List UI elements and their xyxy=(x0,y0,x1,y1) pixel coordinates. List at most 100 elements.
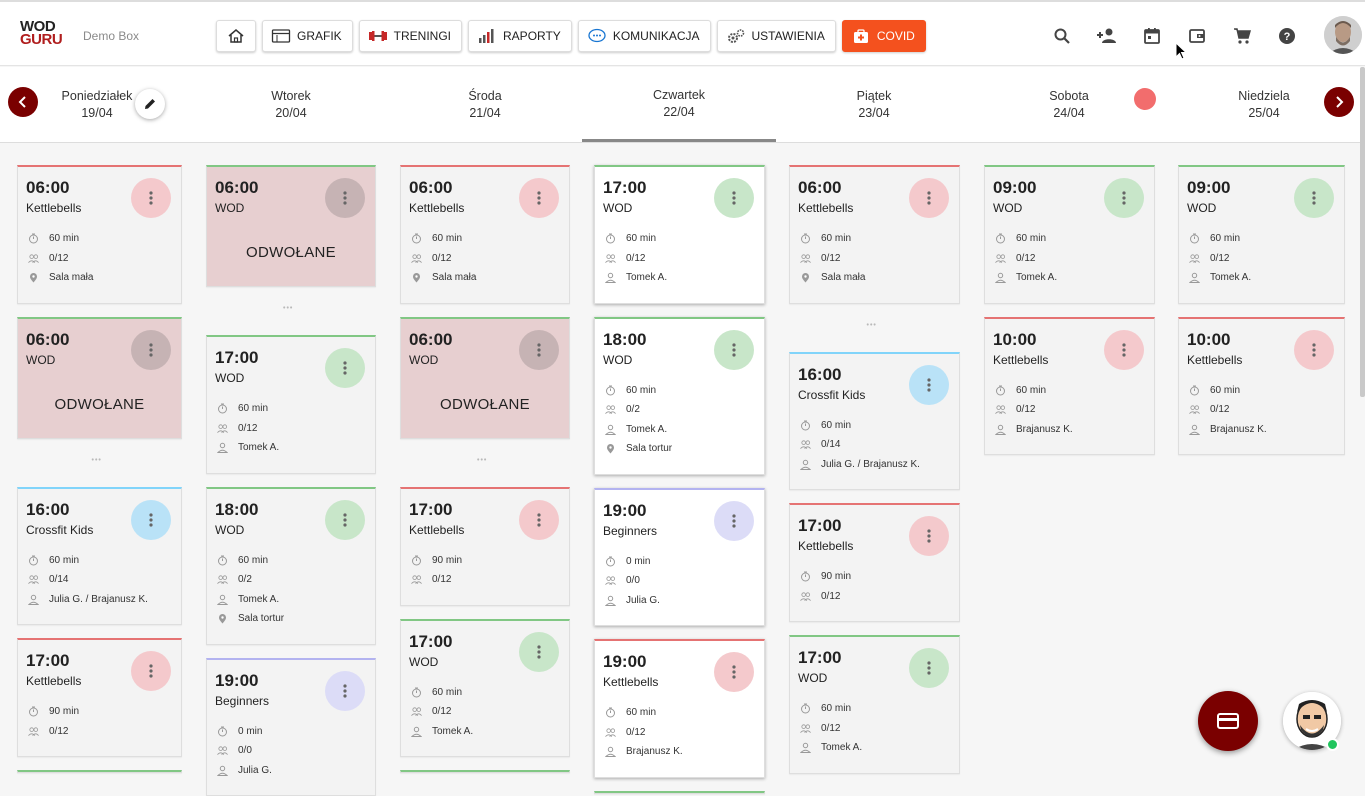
home-button[interactable] xyxy=(216,20,256,52)
class-detail-pin: Sala mała xyxy=(411,272,476,283)
people-icon xyxy=(605,575,616,586)
class-menu-button[interactable] xyxy=(909,648,949,688)
class-detail-clock: 0 min xyxy=(605,556,650,567)
covid-button[interactable]: COVID xyxy=(842,20,926,52)
nav-ustawienia-button[interactable]: USTAWIENIA xyxy=(717,20,836,52)
class-detail-person: Tomek A. xyxy=(605,424,667,435)
class-menu-button[interactable] xyxy=(131,651,171,691)
class-menu-button[interactable] xyxy=(1104,178,1144,218)
day-header-tuesday[interactable]: Wtorek 20/04 xyxy=(231,88,351,122)
more-classes-ellipsis[interactable]: ••• xyxy=(867,322,877,329)
class-card[interactable] xyxy=(400,770,570,773)
wallet-icon[interactable] xyxy=(1185,24,1209,48)
class-menu-button[interactable] xyxy=(909,178,949,218)
clock-icon xyxy=(28,233,39,244)
day-header-thursday[interactable]: Czwartek 22/04 xyxy=(619,87,739,121)
cart-icon[interactable] xyxy=(1230,24,1254,48)
class-name: Kettlebells xyxy=(26,201,81,215)
location-pin-icon xyxy=(411,272,422,283)
day-header-wednesday[interactable]: Środa 21/04 xyxy=(425,88,545,122)
class-detail-clock: 0 min xyxy=(217,726,262,737)
class-menu-button[interactable] xyxy=(909,365,949,405)
class-menu-button[interactable] xyxy=(714,330,754,370)
class-detail-text: 0/2 xyxy=(626,404,640,415)
class-menu-button[interactable] xyxy=(325,671,365,711)
more-classes-ellipsis[interactable]: ••• xyxy=(283,305,293,312)
class-menu-button[interactable] xyxy=(131,500,171,540)
class-menu-button[interactable] xyxy=(519,500,559,540)
payment-fab-button[interactable] xyxy=(1198,691,1258,751)
calendar-icon[interactable] xyxy=(1140,24,1164,48)
help-icon[interactable]: ? xyxy=(1275,24,1299,48)
dumbbell-icon xyxy=(368,28,388,44)
class-time: 17:00 xyxy=(409,632,452,652)
edit-button[interactable] xyxy=(135,89,165,119)
class-menu-button[interactable] xyxy=(325,348,365,388)
class-detail-pin: Sala tortur xyxy=(605,443,672,454)
class-menu-button[interactable] xyxy=(714,178,754,218)
class-menu-button[interactable] xyxy=(519,178,559,218)
next-week-button[interactable] xyxy=(1324,87,1354,117)
add-user-icon[interactable] xyxy=(1095,24,1119,48)
scrollbar[interactable] xyxy=(1360,67,1365,397)
user-avatar[interactable] xyxy=(1324,16,1362,54)
class-menu-button[interactable] xyxy=(1294,178,1334,218)
class-menu-button[interactable] xyxy=(325,178,365,218)
class-menu-button[interactable] xyxy=(519,632,559,672)
people-icon xyxy=(411,706,422,717)
more-classes-ellipsis[interactable]: ••• xyxy=(92,457,102,464)
class-card[interactable] xyxy=(17,770,182,773)
class-menu-button[interactable] xyxy=(325,500,365,540)
status-dot xyxy=(1134,88,1156,110)
class-menu-button[interactable] xyxy=(1294,330,1334,370)
class-menu-button[interactable] xyxy=(1104,330,1144,370)
person-icon xyxy=(995,424,1006,435)
people-icon xyxy=(411,574,422,585)
nav-komunikacja-button[interactable]: KOMUNIKACJA xyxy=(578,20,711,52)
prev-week-button[interactable] xyxy=(8,87,38,117)
class-menu-button[interactable] xyxy=(519,330,559,370)
app-logo[interactable]: WOD GURU xyxy=(20,20,66,50)
class-menu-button[interactable] xyxy=(909,516,949,556)
day-header-sunday[interactable]: Niedziela 25/04 xyxy=(1204,88,1324,122)
class-card[interactable] xyxy=(594,791,765,794)
class-menu-button[interactable] xyxy=(714,652,754,692)
class-detail-people: 0/12 xyxy=(28,253,68,264)
class-menu-button[interactable] xyxy=(714,501,754,541)
nav-raporty-button[interactable]: RAPORTY xyxy=(468,20,572,52)
day-header-friday[interactable]: Piątek 23/04 xyxy=(814,88,934,122)
more-classes-ellipsis[interactable]: ••• xyxy=(477,457,487,464)
more-vert-icon xyxy=(927,529,931,543)
search-icon[interactable] xyxy=(1050,24,1074,48)
class-menu-button[interactable] xyxy=(131,330,171,370)
day-header-saturday[interactable]: Sobota 24/04 xyxy=(1009,88,1129,122)
day-name: Sobota xyxy=(1009,88,1129,105)
nav-treningi-button[interactable]: TRENINGI xyxy=(359,20,462,52)
nav-grafik-button[interactable]: GRAFIK xyxy=(262,20,353,52)
class-menu-button[interactable] xyxy=(131,178,171,218)
